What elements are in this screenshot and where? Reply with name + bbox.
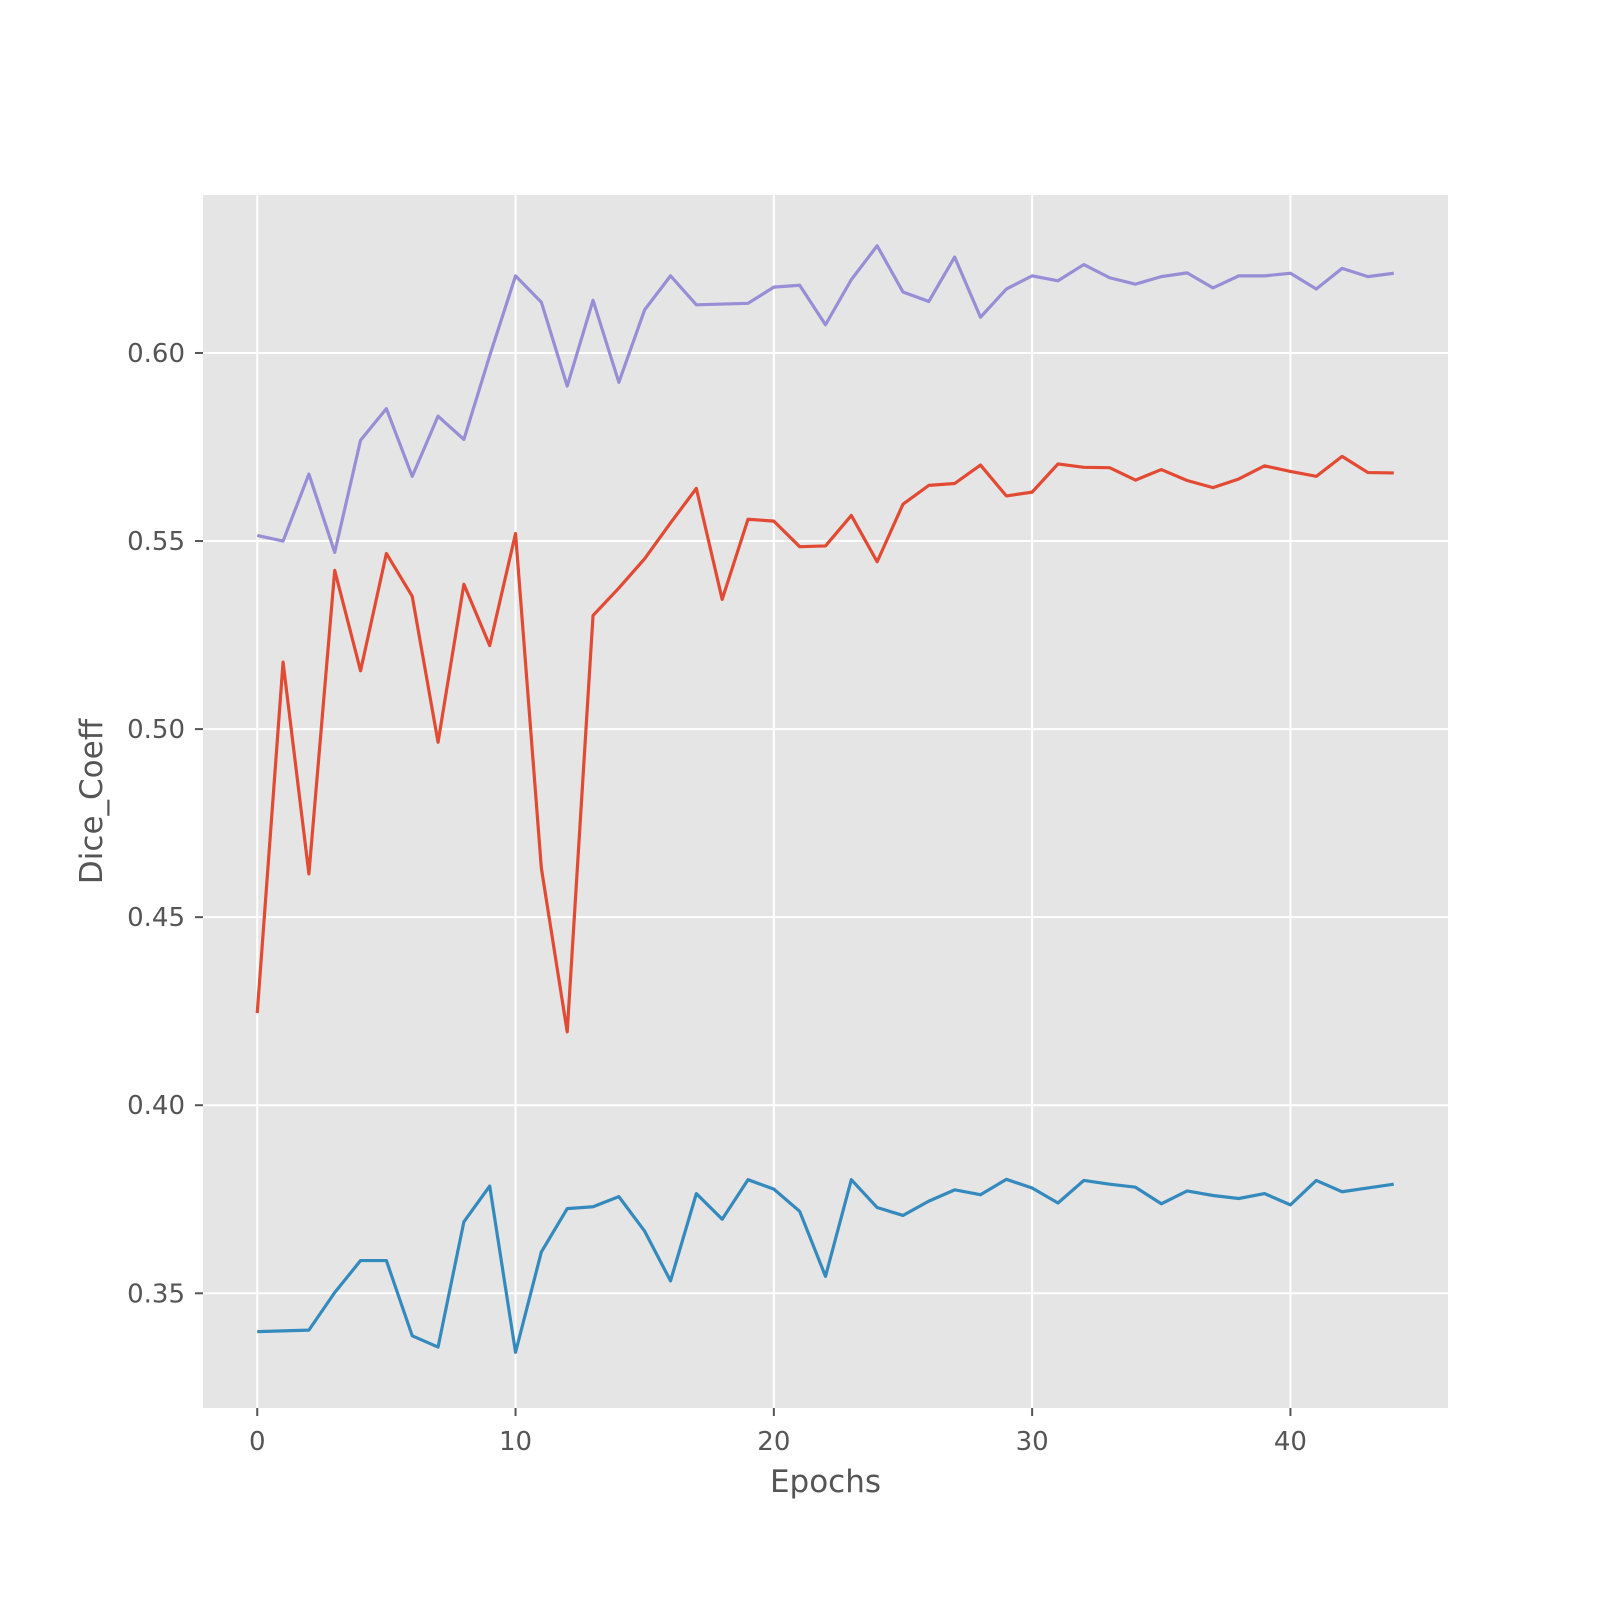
- y-axis-label: Dice_Coeff: [74, 718, 110, 884]
- y-tick-label: 0.35: [127, 1279, 185, 1309]
- series-line-3: [256, 244, 1394, 554]
- series-line-1: [255, 454, 1394, 1034]
- y-tick-label: 0.50: [127, 715, 185, 745]
- y-tick-label: 0.60: [127, 339, 185, 369]
- x-tick-label: 30: [1016, 1427, 1049, 1457]
- x-tick-label: 40: [1274, 1427, 1307, 1457]
- series-line-2: [257, 1177, 1394, 1354]
- series-group: [255, 244, 1394, 1354]
- x-tick-label: 10: [499, 1427, 532, 1457]
- y-tick-label: 0.55: [127, 527, 185, 557]
- grid: [203, 195, 1448, 1408]
- axis-ticks: 0 10 20 30 40 0.35 0.40 0.45 0.50 0.55 0.60: [127, 339, 1307, 1457]
- plot-area: [203, 195, 1448, 1408]
- y-tick-label: 0.40: [127, 1091, 185, 1121]
- y-tick-label: 0.45: [127, 903, 185, 933]
- x-tick-label: 0: [249, 1427, 266, 1457]
- x-axis-label: Epochs: [770, 1464, 881, 1500]
- x-tick-label: 20: [757, 1427, 790, 1457]
